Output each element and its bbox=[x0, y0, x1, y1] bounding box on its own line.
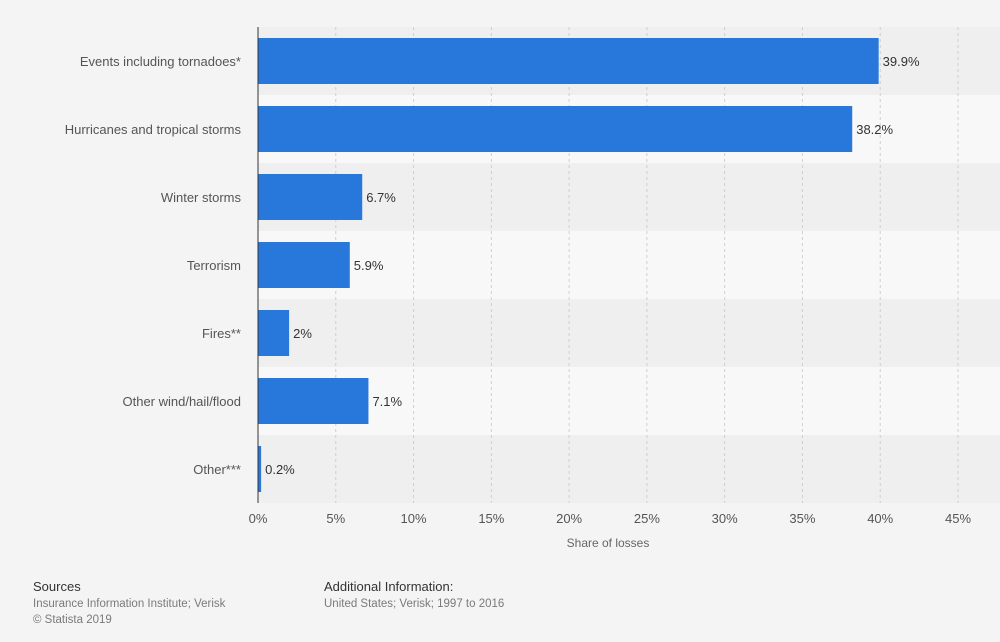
x-tick-label: 5% bbox=[326, 511, 345, 526]
sources-line: Insurance Information Institute; Verisk bbox=[33, 598, 226, 610]
row-band bbox=[258, 299, 1000, 367]
value-label: 39.9% bbox=[883, 54, 920, 69]
x-tick-label: 0% bbox=[249, 511, 268, 526]
bar bbox=[258, 378, 369, 424]
bar bbox=[258, 242, 350, 288]
additional-info-line: United States; Verisk; 1997 to 2016 bbox=[324, 598, 505, 610]
category-label: Winter storms bbox=[161, 190, 242, 205]
value-label: 0.2% bbox=[265, 462, 295, 477]
row-band bbox=[258, 367, 1000, 435]
category-label: Events including tornadoes* bbox=[80, 54, 241, 69]
bars bbox=[258, 38, 879, 492]
category-label: Terrorism bbox=[187, 258, 241, 273]
category-label: Fires** bbox=[202, 326, 241, 341]
x-tick-label: 40% bbox=[867, 511, 893, 526]
x-tick-label: 35% bbox=[789, 511, 815, 526]
bar-chart: 39.9% 38.2% 6.7% 5.9% 2% 7.1% 0.2% Events incl… bbox=[64, 27, 1000, 550]
copyright-line: © Statista 2019 bbox=[33, 614, 112, 626]
bar bbox=[258, 446, 262, 492]
bar bbox=[258, 174, 363, 220]
category-label: Hurricanes and tropical storms bbox=[65, 122, 242, 137]
row-band bbox=[258, 435, 1000, 503]
x-tick-label: 25% bbox=[634, 511, 660, 526]
x-tick-labels: 0% 5% 10% 15% 20% 25% 30% 35% 40% 45% bbox=[249, 511, 972, 526]
bar bbox=[258, 106, 853, 152]
x-tick-label: 45% bbox=[945, 511, 971, 526]
value-label: 38.2% bbox=[856, 122, 893, 137]
x-tick-label: 15% bbox=[478, 511, 504, 526]
value-label: 2% bbox=[293, 326, 312, 341]
x-tick-label: 10% bbox=[401, 511, 427, 526]
additional-info-title: Additional Information: bbox=[324, 579, 454, 594]
bar bbox=[258, 310, 290, 356]
x-axis-label: Share of losses bbox=[567, 536, 650, 550]
bar bbox=[258, 38, 879, 84]
category-label: Other wind/hail/flood bbox=[122, 394, 241, 409]
sources-title: Sources bbox=[33, 579, 81, 594]
value-label: 5.9% bbox=[354, 258, 384, 273]
value-label: 7.1% bbox=[372, 394, 402, 409]
value-labels: 39.9% 38.2% 6.7% 5.9% 2% 7.1% 0.2% bbox=[265, 54, 920, 477]
category-label: Other*** bbox=[193, 462, 241, 477]
x-tick-label: 30% bbox=[712, 511, 738, 526]
row-band bbox=[258, 163, 1000, 231]
value-label: 6.7% bbox=[366, 190, 396, 205]
row-band bbox=[258, 231, 1000, 299]
x-tick-label: 20% bbox=[556, 511, 582, 526]
sources-block: Sources Insurance Information Institute;… bbox=[33, 579, 225, 628]
additional-info-block: Additional Information: United States; V… bbox=[324, 579, 504, 612]
row-bands bbox=[258, 27, 1000, 503]
category-labels: Events including tornadoes* Hurricanes an… bbox=[65, 54, 242, 477]
